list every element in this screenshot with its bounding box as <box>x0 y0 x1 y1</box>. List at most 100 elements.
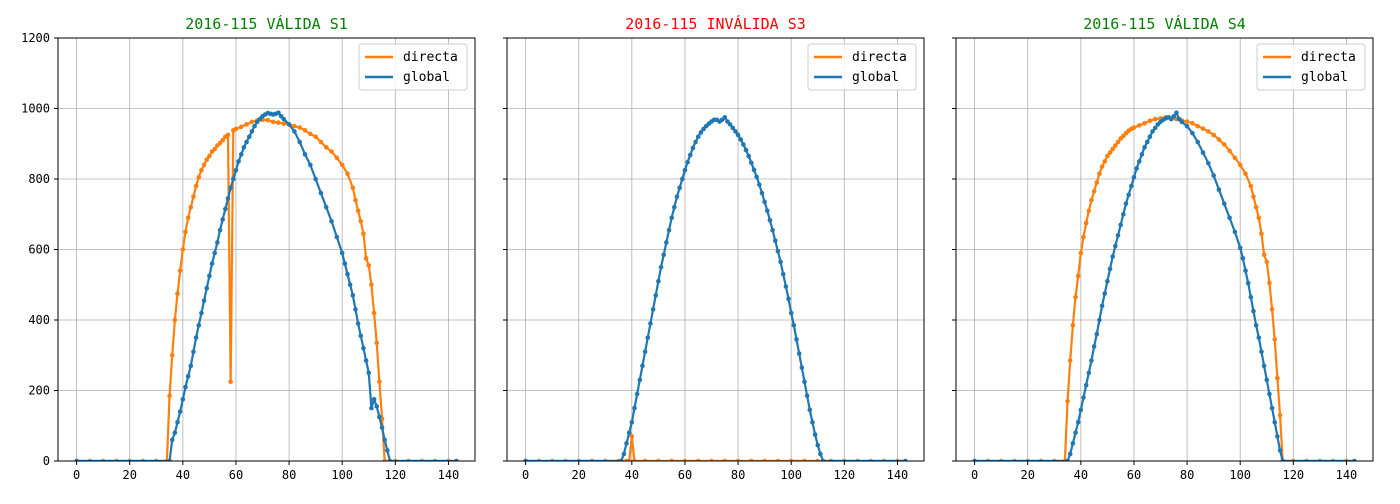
data-point-global <box>650 307 656 312</box>
data-point-directa <box>1067 358 1073 363</box>
data-point-global <box>733 129 738 134</box>
data-point-global <box>379 425 385 430</box>
data-point-global <box>764 208 770 214</box>
data-point-directa <box>220 137 225 143</box>
data-point-global <box>661 252 667 258</box>
data-point-directa <box>695 458 701 461</box>
legend-label-directa: directa <box>1301 50 1356 65</box>
plot-area <box>74 110 459 461</box>
data-point-directa <box>366 263 372 268</box>
data-point-global <box>640 363 645 369</box>
data-point-global <box>1190 130 1195 136</box>
data-point-global <box>172 430 178 436</box>
data-point-directa <box>1269 307 1275 312</box>
data-point-global <box>225 196 231 201</box>
data-point-global <box>632 405 637 411</box>
data-point-directa <box>185 215 191 221</box>
data-point-global <box>820 458 826 461</box>
data-point-directa <box>1136 123 1142 128</box>
data-point-global <box>228 185 233 191</box>
data-point-global <box>1352 458 1357 461</box>
data-point-global <box>698 130 704 135</box>
data-point-global <box>212 250 218 256</box>
data-point-global <box>339 250 345 256</box>
data-point-global <box>1277 448 1283 453</box>
data-point-directa <box>1261 252 1267 258</box>
data-point-global <box>1131 174 1137 180</box>
data-point-global <box>1078 407 1084 413</box>
data-point-global <box>334 234 340 240</box>
data-point-global <box>387 458 393 461</box>
data-point-global <box>175 419 180 425</box>
data-point-directa <box>762 458 767 461</box>
data-point-global <box>1075 419 1081 425</box>
data-point-global <box>634 391 640 397</box>
data-point-global <box>185 374 191 379</box>
data-point-global <box>361 345 366 351</box>
data-point-global <box>656 278 661 284</box>
data-point-global <box>648 321 653 326</box>
chart-panel-1: 0 20 40 60 80 100 120 140 0 200 400 600 800 1000 1200 2… <box>21 14 476 482</box>
x-tick-label: 120 <box>1282 468 1304 482</box>
data-point-global <box>1105 278 1110 284</box>
data-point-global <box>74 458 79 461</box>
data-point-directa <box>1091 189 1097 194</box>
data-point-global <box>1184 123 1190 129</box>
data-point-global <box>791 322 797 328</box>
data-point-directa <box>1070 322 1076 328</box>
data-point-global <box>1150 129 1155 134</box>
data-point-global <box>653 293 659 298</box>
data-point-global <box>757 182 762 187</box>
data-point-global <box>621 451 627 457</box>
x-tick-label: 80 <box>1180 468 1194 482</box>
legend-box <box>807 43 917 91</box>
data-point-directa <box>355 208 361 214</box>
data-point-global <box>1107 266 1113 272</box>
data-point-directa <box>1277 412 1283 418</box>
data-point-global <box>1099 303 1105 309</box>
data-point-global <box>323 204 329 210</box>
data-point-global <box>167 458 172 461</box>
data-point-directa <box>193 183 199 189</box>
data-point-global <box>454 458 459 461</box>
data-point-global <box>1152 125 1158 131</box>
data-point-directa <box>1190 121 1195 126</box>
plot-area <box>972 110 1357 461</box>
data-point-global <box>345 271 350 277</box>
data-point-directa <box>1275 375 1280 381</box>
data-point-directa <box>1147 118 1153 124</box>
data-point-global <box>1206 160 1211 166</box>
data-point-directa <box>172 317 178 323</box>
data-point-global <box>664 240 669 245</box>
data-point-directa <box>1195 123 1201 129</box>
data-point-global <box>786 296 791 302</box>
data-point-global <box>199 310 204 316</box>
data-point-global <box>1251 308 1256 314</box>
data-point-global <box>220 217 225 222</box>
data-point-directa <box>329 149 334 154</box>
data-point-global <box>1115 233 1121 238</box>
data-point-global <box>369 405 374 411</box>
data-point-global <box>523 458 528 461</box>
data-point-directa <box>749 458 754 461</box>
data-point-global <box>1211 173 1216 178</box>
x-tick-label: 100 <box>1229 468 1251 482</box>
data-point-directa <box>339 162 345 168</box>
x-tick-label: 20 <box>571 468 585 482</box>
data-point-directa <box>1094 180 1100 185</box>
data-point-global <box>385 448 390 453</box>
data-point-global <box>308 162 313 168</box>
data-point-directa <box>225 132 231 138</box>
data-point-directa <box>334 155 340 161</box>
data-point-directa <box>1105 153 1110 159</box>
data-point-directa <box>1200 126 1206 131</box>
data-point-global <box>972 458 977 461</box>
data-point-global <box>1227 215 1232 221</box>
data-point-global <box>788 310 794 316</box>
data-point-global <box>377 414 382 420</box>
data-point-global <box>1259 349 1264 355</box>
data-point-global <box>1256 335 1262 340</box>
data-point-directa <box>363 256 369 261</box>
data-point-global <box>297 139 303 145</box>
